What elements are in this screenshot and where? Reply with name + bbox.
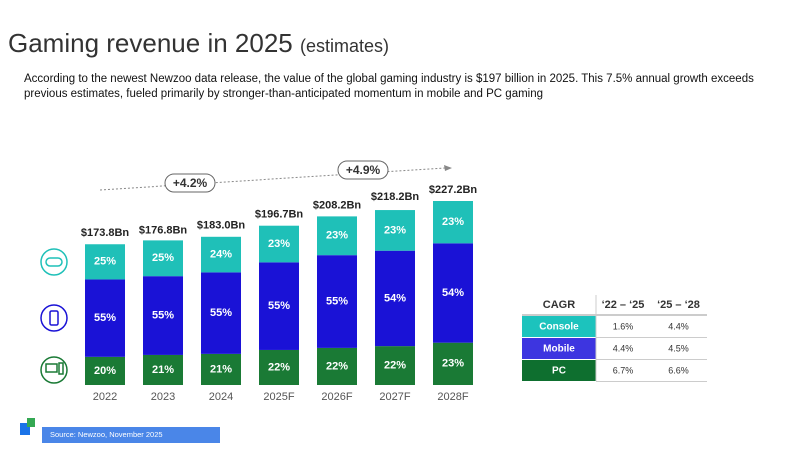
- icon-ring: [40, 248, 68, 276]
- table-row-label: Mobile: [543, 344, 575, 355]
- bar-segment: [143, 240, 183, 277]
- x-tick-label: 2024: [209, 391, 233, 403]
- annotation-pill: [337, 160, 389, 180]
- segment-label: 23%: [384, 224, 406, 236]
- table-cell: 6.6%: [668, 365, 689, 375]
- description: According to the newest Newzoo data rele…: [24, 73, 754, 100]
- segment-label: 23%: [442, 358, 464, 370]
- bar-segment: [85, 356, 125, 385]
- table-header: ‘25 – ‘28: [657, 299, 700, 311]
- bar-segment: [143, 276, 183, 355]
- bar-segment: [85, 279, 125, 357]
- icon-screen: [45, 363, 58, 373]
- pc-icon: [40, 356, 68, 384]
- segment-label: 22%: [384, 359, 406, 371]
- x-tick-label: 2022: [93, 391, 117, 403]
- segment-label: 23%: [442, 216, 464, 228]
- bar-segment: [433, 201, 473, 244]
- total-label: $176.8Bn: [139, 225, 188, 237]
- segment-label: 23%: [268, 238, 290, 250]
- source: Source: Newzoo, November 2025: [42, 427, 220, 443]
- bar-segment: [317, 216, 357, 256]
- segment-label: 55%: [326, 295, 348, 307]
- segment-label: 54%: [384, 292, 406, 304]
- console-icon: [40, 248, 68, 276]
- title-note: (estimates): [299, 36, 389, 56]
- bar-segment: [143, 354, 183, 385]
- annotation-pill: [164, 173, 216, 193]
- icon-tower: [58, 362, 64, 375]
- total-label: $196.7Bn: [255, 209, 304, 221]
- annotation: +4.9%: [346, 163, 381, 177]
- icon-ring: [40, 304, 68, 332]
- table-header: ‘22 – ‘25: [602, 299, 645, 311]
- bar-segment: [201, 236, 241, 273]
- segment-label: 22%: [326, 360, 348, 372]
- table-row-label: Console: [539, 322, 579, 333]
- title-text: Gaming revenue in 2025: [8, 28, 293, 58]
- bar-segment: [317, 255, 357, 348]
- x-tick-label: 2028F: [437, 391, 468, 403]
- total-label: $218.2Bn: [371, 191, 420, 203]
- bar-segment: [201, 353, 241, 385]
- segment-label: 21%: [210, 363, 232, 375]
- segment-label: 25%: [94, 256, 116, 268]
- segment-label: 54%: [442, 287, 464, 299]
- segment-label: 55%: [94, 312, 116, 324]
- growth-arrow: [99, 167, 446, 191]
- segment-label: 21%: [152, 364, 174, 376]
- total-label: $208.2Bn: [313, 199, 362, 211]
- table-cell: 4.5%: [668, 343, 689, 353]
- annotation: +4.2%: [173, 176, 208, 190]
- bar-segment: [375, 346, 415, 385]
- segment-label: 23%: [326, 230, 348, 242]
- total-label: $227.2Bn: [429, 184, 478, 196]
- segment-label: 55%: [152, 309, 174, 321]
- bar-segment: [433, 342, 473, 385]
- bar-segment: [85, 244, 125, 280]
- segment-label: 24%: [210, 248, 232, 260]
- bar-segment: [259, 349, 299, 385]
- x-tick-label: 2027F: [379, 391, 410, 403]
- bar-segment: [317, 347, 357, 385]
- total-label: $173.8Bn: [81, 227, 130, 239]
- x-tick-label: 2026F: [321, 391, 352, 403]
- segment-label: 55%: [268, 300, 290, 312]
- segment-label: 25%: [152, 252, 174, 264]
- table-row-label-bg: [522, 338, 596, 359]
- table-header: CAGR: [543, 299, 575, 311]
- x-tick-label: 2025F: [263, 391, 294, 403]
- table-row-label-bg: [522, 316, 596, 337]
- bar-segment: [375, 210, 415, 251]
- logo: [27, 418, 35, 427]
- segment-label: 22%: [268, 361, 290, 373]
- table-row-label: PC: [552, 366, 566, 377]
- bar-segment: [433, 243, 473, 343]
- bar-segment: [201, 272, 241, 354]
- segment-label: 55%: [210, 307, 232, 319]
- segment-label: 20%: [94, 365, 116, 377]
- bar-segment: [375, 250, 415, 347]
- logo: [20, 423, 30, 435]
- table-cell: 6.7%: [613, 365, 634, 375]
- title: Gaming revenue in 2025 (estimates): [8, 28, 389, 59]
- table-cell: 4.4%: [668, 321, 689, 331]
- icon-pad: [45, 257, 63, 267]
- arrow-head: [444, 165, 452, 171]
- total-label: $183.0Bn: [197, 220, 246, 232]
- bar-segment: [259, 225, 299, 263]
- bar-segment: [259, 262, 299, 350]
- table-cell: 4.4%: [613, 343, 634, 353]
- mobile-icon: [40, 304, 68, 332]
- x-tick-label: 2023: [151, 391, 175, 403]
- table-row-label-bg: [522, 360, 596, 381]
- table-cell: 1.6%: [613, 321, 634, 331]
- icon-phone: [49, 310, 59, 326]
- icon-ring: [40, 356, 68, 384]
